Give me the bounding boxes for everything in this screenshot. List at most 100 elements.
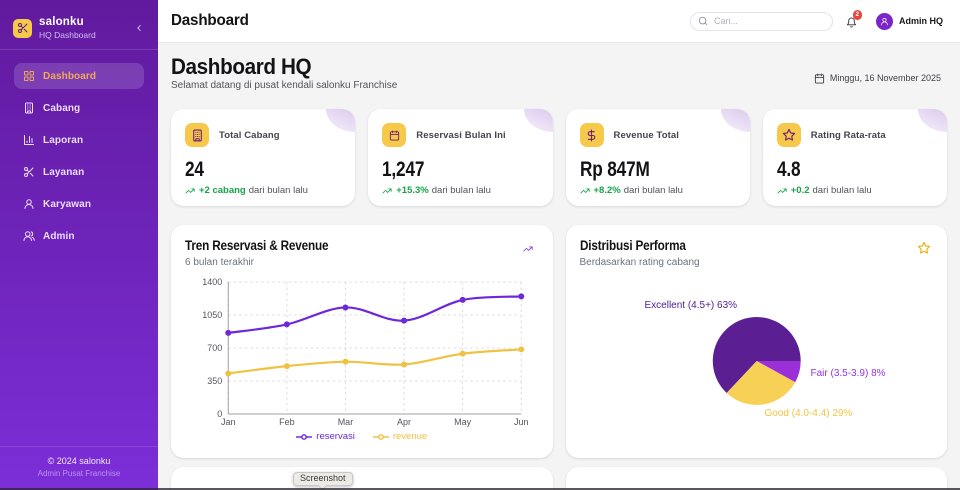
pie-label: Fair (3.5-3.9) 8% (810, 368, 886, 379)
line-chart: 0 350 700 1050 1400 Jan Feb Mar Apr May Jun (202, 277, 529, 427)
pie-chart-header: Distribusi Performa Berdasarkan rating c… (566, 225, 948, 268)
svg-text:700: 700 (207, 343, 222, 353)
screenshot-tooltip-label: Screenshot (300, 473, 346, 483)
calendar-icon (382, 123, 407, 147)
avatar (876, 12, 893, 30)
stat-change: +0.2 dari bulan lalu (777, 185, 933, 196)
sidebar-item-label: Cabang (43, 102, 81, 114)
calendar-icon (814, 72, 825, 84)
line-chart-card: Tren Reservasi & Revenue 6 bulan terakhi… (171, 225, 553, 458)
stat-label: Revenue Total (613, 129, 680, 141)
user-icon (23, 198, 35, 210)
trending-up-icon (382, 186, 392, 196)
trending-up-icon (522, 241, 537, 255)
search-input[interactable] (714, 16, 825, 26)
building-icon (185, 123, 209, 147)
svg-text:0: 0 (217, 409, 222, 419)
user-icon (880, 17, 889, 26)
brand-name: salonku (39, 16, 84, 28)
stat-label: Total Cabang (219, 129, 280, 141)
pie-slice[interactable] (756, 360, 801, 383)
date-text: Minggu, 16 November 2025 (829, 73, 941, 83)
search-icon (698, 16, 708, 26)
svg-text:1050: 1050 (202, 310, 222, 320)
svg-text:Jun: Jun (514, 417, 529, 427)
sidebar-item-dashboard[interactable]: Dashboard (14, 63, 144, 89)
svg-text:Apr: Apr (397, 417, 411, 427)
notification-badge: 2 (852, 10, 862, 20)
page-subtitle: Selamat datang di pusat kendali salonku … (171, 80, 398, 91)
sidebar-item-label: Layanan (43, 166, 85, 178)
stat-change-amount: +0.2 (790, 185, 810, 196)
pie-chart-title: Distribusi Performa (579, 238, 686, 253)
stat-card-reservasi: Reservasi Bulan Ini 1,247 +15.3% dari bu… (368, 109, 553, 206)
stat-change: +15.3% dari bulan lalu (382, 185, 538, 196)
svg-text:Jan: Jan (221, 417, 236, 427)
stat-change: +2 cabang dari bulan lalu (185, 185, 341, 196)
legend-line-icon (372, 433, 389, 440)
legend-item-revenue[interactable]: revenue (372, 431, 428, 442)
sidebar-collapse-button[interactable] (132, 21, 146, 35)
sidebar-header: salonku HQ Dashboard (0, 0, 158, 50)
search-box[interactable] (690, 11, 833, 31)
stat-label: Reservasi Bulan Ini (416, 129, 506, 141)
brand-text: salonku HQ Dashboard (39, 16, 132, 40)
bottom-card-left (171, 467, 553, 490)
star-icon (776, 123, 801, 147)
bottom-card-right (565, 467, 947, 490)
star-icon (917, 241, 931, 255)
scissors-icon (23, 166, 35, 178)
stat-value: 4.8 (776, 158, 801, 181)
bell-icon (846, 17, 857, 28)
line-chart-title: Tren Reservasi & Revenue (185, 238, 329, 253)
chevron-left-icon (134, 23, 144, 33)
bar-chart-icon (23, 134, 35, 146)
scissors-icon (17, 22, 29, 34)
sidebar-item-layanan[interactable]: Layanan (14, 159, 144, 185)
stat-value: Rp 847M (579, 158, 650, 181)
sidebar-item-karyawan[interactable]: Karyawan (14, 191, 144, 217)
sidebar-item-laporan[interactable]: Laporan (14, 127, 144, 153)
line-chart-subtitle: 6 bulan terakhir (185, 257, 254, 268)
page-title: Dashboard HQ (171, 54, 312, 79)
building-icon (23, 102, 35, 114)
user-name: Admin HQ (899, 16, 943, 26)
stat-value: 24 (185, 158, 204, 181)
pie-label: Excellent (4.5+) 63% (644, 300, 738, 311)
sidebar-item-cabang[interactable]: Cabang (14, 95, 144, 121)
svg-text:Feb: Feb (279, 417, 295, 427)
legend-label: reservasi (316, 431, 355, 442)
stat-value: 1,247 (382, 158, 425, 181)
stat-cards-row: Total Cabang 24 +2 cabang dari bulan lal… (171, 109, 947, 206)
trending-up-icon (777, 186, 787, 196)
stat-change-amount: +15.3% (396, 185, 429, 196)
topbar-title: Dashboard (171, 12, 249, 29)
sidebar-item-label: Karyawan (43, 198, 92, 210)
legend-line-icon (296, 433, 313, 440)
copyright-text: © 2024 salonku (47, 456, 111, 466)
stat-card-revenue: Revenue Total Rp 847M +8.2% dari bulan l… (565, 109, 750, 206)
line-chart-header: Tren Reservasi & Revenue 6 bulan terakhi… (171, 225, 553, 268)
legend-item-reservasi[interactable]: reservasi (296, 431, 355, 442)
stat-change-suffix: dari bulan lalu (431, 185, 491, 196)
date-display: Minggu, 16 November 2025 (814, 72, 941, 84)
sidebar-item-label: Dashboard (43, 70, 97, 82)
user-menu[interactable]: Admin HQ (876, 12, 943, 30)
pie-slice[interactable] (712, 317, 801, 394)
dollar-icon (579, 123, 604, 147)
stat-change-amount: +2 cabang (199, 185, 246, 196)
sidebar-item-admin[interactable]: Admin (14, 223, 144, 249)
footer-subtext: Admin Pusat Franchise (37, 469, 121, 478)
pie-slice[interactable] (726, 360, 795, 405)
topbar-actions: 2 Admin HQ (690, 10, 943, 31)
pie-label: Good (4.0-4.4) 29% (764, 408, 853, 419)
notifications-button[interactable]: 2 (846, 10, 862, 29)
svg-text:1400: 1400 (202, 277, 222, 287)
brand-logo (13, 18, 32, 38)
screenshot-tooltip[interactable]: Screenshot (293, 472, 353, 490)
svg-text:May: May (454, 417, 472, 427)
svg-text:Mar: Mar (338, 417, 354, 427)
page-head-text: Dashboard HQ Selamat datang di pusat ken… (171, 54, 398, 92)
legend-label: revenue (392, 431, 428, 442)
